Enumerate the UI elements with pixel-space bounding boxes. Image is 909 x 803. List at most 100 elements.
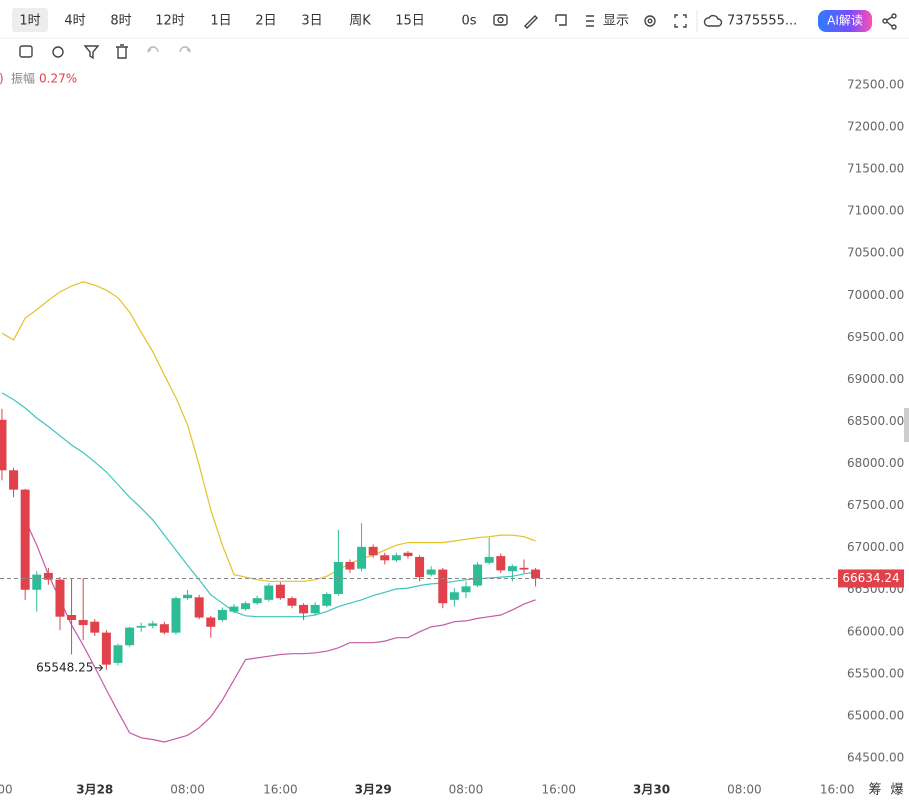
ai-label[interactable]: AI解读 [827, 14, 863, 28]
footer-right[interactable]: 爆 [890, 783, 903, 798]
candle-body [519, 567, 529, 570]
y-tick-label: 68000.00 [847, 456, 904, 470]
candle-body [136, 625, 146, 628]
candle-body [322, 593, 332, 606]
delete-icon[interactable] [116, 44, 128, 59]
y-tick-label: 72000.00 [847, 120, 904, 134]
tool-icon[interactable] [19, 45, 33, 58]
x-tick-label: 08:00 [449, 783, 484, 797]
replay-icon[interactable] [555, 14, 567, 26]
y-tick-label: 65500.00 [847, 666, 904, 680]
y-tick-label: 67500.00 [847, 498, 904, 512]
chart: 72500.00 72000.00 71500.00 71000.00 70500.00… [0, 77, 904, 797]
y-tick-label: 71000.00 [847, 204, 904, 218]
last-price-label: 66634.24 [842, 571, 899, 585]
band-line [1, 281, 536, 582]
candle-body [229, 606, 239, 612]
legend-prefix: ) [0, 72, 4, 86]
x-tick-label: 3月29 [355, 783, 392, 797]
candle-body [67, 614, 77, 621]
y-tick-label: 70500.00 [847, 246, 904, 260]
undo-icon[interactable] [147, 46, 159, 53]
candle-body [0, 419, 7, 471]
x-tick-label: 00 [0, 783, 13, 797]
x-tick-label: 3月30 [633, 783, 670, 797]
candle-body [171, 598, 181, 633]
y-tick-label: 72500.00 [847, 77, 904, 91]
candle-body [496, 556, 506, 571]
candle-body [20, 489, 30, 590]
ai-button[interactable] [818, 10, 872, 32]
interval-button[interactable]: 周K [349, 14, 371, 29]
candle-body [159, 624, 169, 633]
draw-icon[interactable] [524, 15, 538, 29]
redo-icon[interactable] [179, 46, 191, 53]
x-tick-label: 16:00 [820, 783, 855, 797]
camera-icon[interactable] [493, 14, 508, 26]
candle-body [473, 564, 483, 586]
candle-body [9, 470, 19, 490]
display-button[interactable]: 显示 [603, 14, 629, 29]
candle-body [345, 561, 355, 570]
candle-body [287, 598, 297, 606]
resize-handle[interactable] [904, 408, 909, 442]
active-interval-bg [12, 8, 48, 32]
candle-body [507, 566, 517, 572]
y-tick-label: 70000.00 [847, 288, 904, 302]
candle-body [125, 627, 135, 646]
share-icon[interactable] [882, 13, 897, 30]
draw-tools [19, 44, 191, 60]
x-tick-label: 16:00 [541, 783, 576, 797]
candle-body [194, 597, 204, 618]
legend: ) 振幅 0.27% [0, 71, 77, 86]
candle-body [206, 617, 216, 627]
y-tick-label: 69000.00 [847, 372, 904, 386]
candle-body [299, 604, 309, 614]
candle-body [461, 586, 471, 593]
candle-body [43, 572, 53, 580]
list-icon[interactable] [586, 15, 594, 27]
last-price-box [838, 569, 904, 588]
cloud-icon[interactable] [703, 14, 723, 27]
x-tick-label: 16:00 [263, 783, 298, 797]
candle-body [32, 574, 42, 590]
y-tick-label: 65000.00 [847, 708, 904, 722]
x-tick-label: 08:00 [727, 783, 762, 797]
timer[interactable]: 0s [461, 14, 476, 29]
interval-button[interactable]: 8时 [110, 14, 131, 29]
candle-body [113, 645, 123, 663]
interval-button[interactable]: 2日 [255, 14, 276, 29]
interval-button[interactable]: 4时 [64, 14, 85, 29]
candle-body [217, 609, 227, 621]
candle-body [415, 556, 425, 578]
candle-body [438, 569, 448, 604]
fullscreen-icon[interactable] [674, 14, 687, 28]
low-arrow [95, 664, 104, 672]
y-tick-label: 67000.00 [847, 540, 904, 554]
y-tick-label: 71500.00 [847, 162, 904, 176]
x-tick-label: 08:00 [170, 783, 205, 797]
candle-body [380, 555, 390, 561]
amplitude-label: 振幅 [11, 71, 35, 86]
account[interactable]: 7375555... [727, 14, 797, 29]
footer-left[interactable]: 筹 [868, 782, 881, 798]
interval-button[interactable]: 1日 [210, 14, 231, 29]
interval-button[interactable]: 15日 [395, 14, 425, 29]
candle-body [403, 552, 413, 557]
candle-body [183, 594, 193, 599]
amplitude-value: 0.27% [39, 72, 77, 86]
interval-button[interactable]: 1时 [19, 14, 40, 29]
y-tick-label: 69500.00 [847, 330, 904, 344]
candle-body [391, 555, 401, 561]
tool-icon[interactable] [52, 46, 64, 58]
x-tick-label: 3月28 [76, 783, 113, 797]
y-tick-label: 64500.00 [847, 751, 904, 765]
filter-icon[interactable] [83, 45, 100, 60]
candle-body [426, 569, 436, 575]
candle-body [310, 604, 320, 614]
interval-button[interactable]: 12时 [155, 14, 185, 29]
candle-body [78, 620, 88, 626]
settings-icon[interactable] [644, 15, 656, 27]
interval-button[interactable]: 3日 [301, 14, 322, 29]
